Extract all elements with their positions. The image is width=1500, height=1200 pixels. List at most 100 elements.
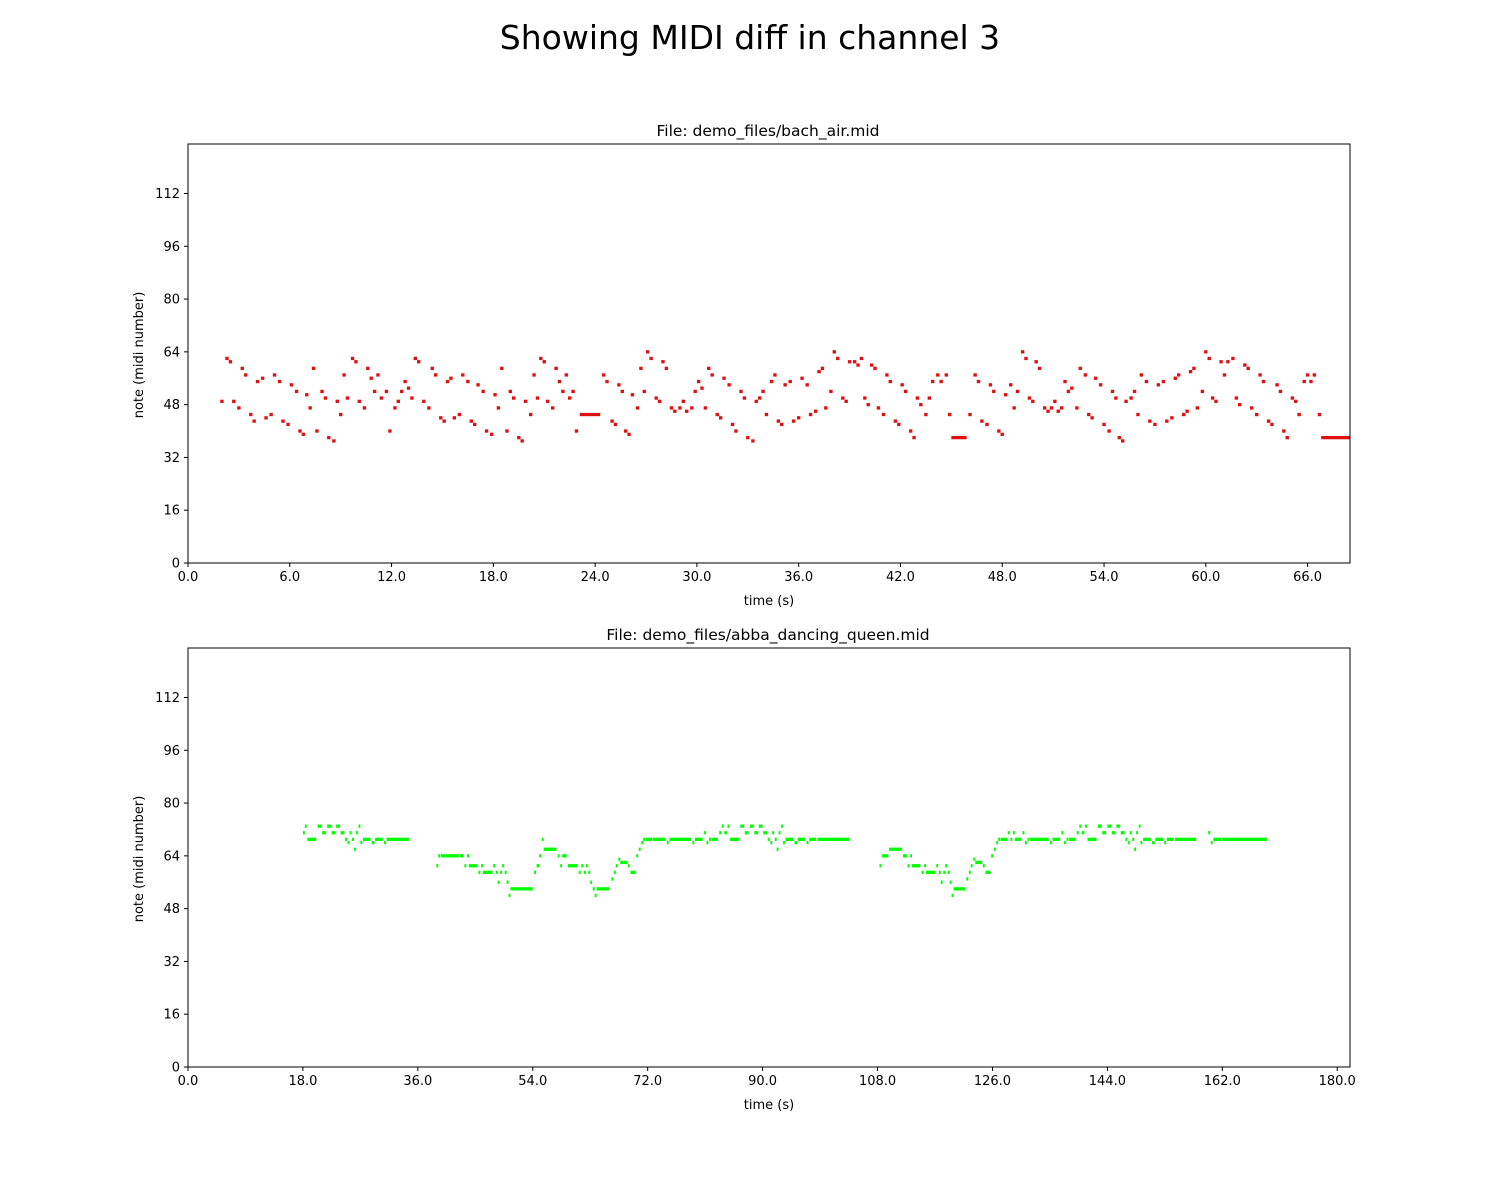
note-mark: [852, 360, 857, 364]
note-mark: [876, 406, 881, 410]
note-mark: [754, 831, 759, 835]
note-mark: [335, 399, 339, 403]
note-mark: [493, 864, 496, 868]
note-mark: [1000, 432, 1004, 436]
note-mark: [264, 416, 268, 420]
note-mark: [1066, 837, 1069, 841]
note-mark: [1098, 383, 1103, 387]
y-tick-label: 32: [163, 955, 180, 970]
note-mark: [1204, 350, 1208, 354]
note-mark: [949, 880, 952, 884]
note-mark: [1165, 419, 1169, 423]
note-mark: [1046, 409, 1050, 413]
note-mark: [1034, 360, 1038, 364]
note-mark: [605, 379, 609, 384]
note-mark: [869, 363, 874, 367]
note-mark: [719, 831, 722, 835]
x-tick-label: 54.0: [1090, 570, 1119, 585]
note-mark: [449, 376, 453, 380]
note-mark: [564, 373, 568, 377]
note-mark: [541, 837, 544, 841]
note-mark: [1030, 837, 1049, 841]
note-mark: [783, 841, 785, 845]
note-mark: [953, 887, 966, 891]
note-mark: [991, 854, 994, 858]
note-mark: [512, 396, 516, 400]
note-mark: [671, 837, 692, 841]
note-mark: [307, 837, 317, 841]
note-mark: [340, 831, 345, 835]
note-mark: [542, 360, 546, 364]
note-mark: [1061, 831, 1064, 835]
note-mark: [1134, 847, 1137, 851]
note-mark: [711, 837, 718, 841]
y-tick-label: 16: [163, 504, 180, 519]
note-mark: [1192, 366, 1196, 370]
note-mark: [856, 363, 860, 367]
note-mark: [1278, 389, 1283, 394]
note-mark: [386, 837, 409, 841]
note-mark: [652, 837, 666, 841]
note-mark: [338, 412, 343, 417]
note-mark: [1111, 831, 1116, 835]
note-mark: [936, 373, 940, 377]
note-mark: [1049, 841, 1052, 845]
note-mark: [968, 412, 972, 417]
x-tick-label: 48.0: [988, 570, 1017, 585]
note-mark: [240, 366, 244, 370]
note-mark: [1246, 366, 1250, 370]
note-mark: [252, 419, 256, 423]
note-mark: [778, 831, 781, 835]
note-mark: [517, 435, 521, 440]
note-mark: [996, 841, 999, 845]
note-mark: [882, 854, 884, 858]
note-mark: [1152, 841, 1155, 845]
note-mark: [715, 412, 719, 417]
note-mark: [693, 389, 697, 394]
note-mark: [362, 837, 371, 841]
x-tick-label: 0.0: [178, 1074, 199, 1089]
note-mark: [1317, 412, 1322, 417]
note-mark: [783, 383, 787, 387]
note-mark: [1025, 841, 1027, 845]
note-mark: [773, 373, 777, 377]
note-mark: [560, 864, 563, 868]
x-tick-label: 180.0: [1319, 1074, 1356, 1089]
note-mark: [440, 854, 446, 858]
y-tick-label: 32: [163, 451, 180, 466]
note-mark: [1081, 831, 1085, 835]
note-mark: [362, 406, 367, 410]
note-mark: [1053, 399, 1057, 403]
note-mark: [1129, 396, 1133, 400]
note-mark: [879, 864, 882, 868]
note-mark: [349, 831, 352, 835]
note-mark: [754, 399, 758, 403]
note-mark: [1285, 435, 1289, 440]
note-mark: [1107, 429, 1111, 433]
note-mark: [703, 406, 708, 410]
plot-frame: [187, 647, 1351, 1068]
note-mark: [1161, 379, 1166, 384]
note-mark: [1309, 379, 1313, 384]
note-mark: [1249, 406, 1254, 410]
note-mark: [302, 831, 305, 835]
note-mark: [943, 870, 946, 874]
note-mark: [1083, 373, 1088, 377]
note-mark: [596, 887, 610, 891]
x-tick-label: 24.0: [581, 570, 610, 585]
note-mark: [841, 396, 845, 400]
note-mark: [885, 373, 889, 377]
note-mark: [806, 841, 809, 845]
note-mark: [924, 412, 928, 417]
note-mark: [403, 379, 407, 384]
note-mark: [1042, 406, 1047, 410]
note-mark: [669, 406, 674, 410]
note-mark: [1275, 383, 1279, 387]
note-mark: [797, 837, 806, 841]
note-mark: [915, 396, 920, 400]
note-mark: [1129, 831, 1132, 835]
y-tick-label: 80: [163, 293, 180, 308]
note-mark: [500, 870, 503, 874]
note-mark: [707, 366, 711, 370]
note-mark: [400, 389, 404, 394]
